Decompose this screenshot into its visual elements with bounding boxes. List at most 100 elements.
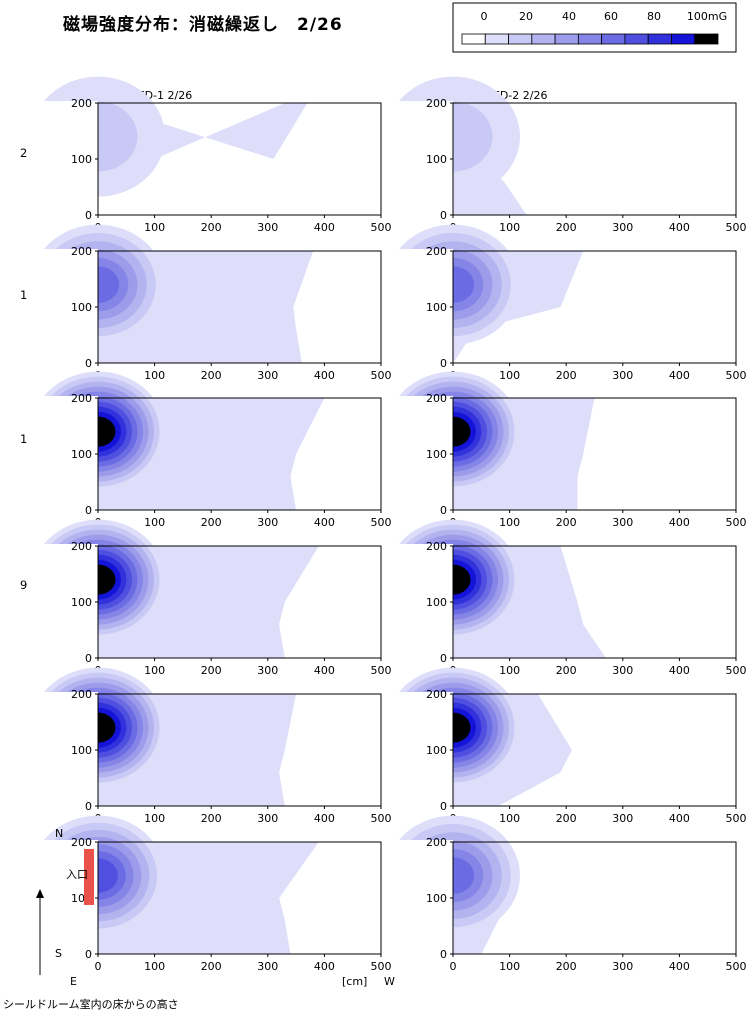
y-tick-label: 0 bbox=[440, 209, 447, 222]
x-tick-label: 500 bbox=[371, 221, 392, 234]
x-tick-label: 200 bbox=[556, 812, 577, 825]
y-tick-label: 0 bbox=[440, 652, 447, 665]
x-tick-label: 100 bbox=[499, 664, 520, 677]
y-tick-label: 100 bbox=[71, 744, 92, 757]
x-tick-label: 500 bbox=[726, 221, 747, 234]
x-tick-label: 400 bbox=[669, 369, 690, 382]
x-tick-label: 500 bbox=[726, 960, 747, 973]
x-tick-label: 400 bbox=[669, 221, 690, 234]
x-tick-label: 400 bbox=[669, 664, 690, 677]
legend-swatch bbox=[647, 33, 672, 45]
x-tick-label: 100 bbox=[144, 221, 165, 234]
x-tick-label: 300 bbox=[612, 960, 633, 973]
x-tick-label: 300 bbox=[257, 664, 278, 677]
legend-swatch bbox=[508, 33, 533, 45]
x-tick-label: 300 bbox=[612, 812, 633, 825]
south-label: S bbox=[55, 947, 62, 960]
y-tick-label: 0 bbox=[440, 800, 447, 813]
legend-swatch bbox=[554, 33, 579, 45]
y-tick-label: 0 bbox=[85, 504, 92, 517]
x-unit-label: [cm] bbox=[342, 975, 367, 988]
y-tick-label: 200 bbox=[426, 836, 447, 849]
contour-panel-inner-5: 0 100 200 300 400 500 0 100 200 bbox=[383, 815, 747, 973]
page-title: 磁場強度分布：消磁繰返し 2/26 bbox=[63, 15, 343, 35]
contour-panel-outer-5: 0 100 200 300 400 500 0 100 200 bbox=[28, 815, 392, 973]
legend-label: 60 bbox=[604, 10, 618, 23]
x-tick-label: 400 bbox=[669, 516, 690, 529]
x-tick-label: 400 bbox=[314, 221, 335, 234]
y-tick-label: 100 bbox=[426, 892, 447, 905]
legend-label: 0 bbox=[481, 10, 488, 23]
x-tick-label: 400 bbox=[314, 664, 335, 677]
x-tick-label: 500 bbox=[726, 664, 747, 677]
y-tick-label: 100 bbox=[71, 596, 92, 609]
x-tick-label: 300 bbox=[257, 960, 278, 973]
y-tick-label: 0 bbox=[440, 504, 447, 517]
x-tick-label: 500 bbox=[371, 960, 392, 973]
x-tick-label: 300 bbox=[257, 812, 278, 825]
x-tick-label: 200 bbox=[201, 221, 222, 234]
y-tick-label: 0 bbox=[85, 800, 92, 813]
x-tick-label: 200 bbox=[201, 369, 222, 382]
legend-swatch bbox=[531, 33, 556, 45]
north-label: N bbox=[55, 827, 63, 840]
x-tick-label: 200 bbox=[201, 664, 222, 677]
entrance-label: 入口 bbox=[66, 868, 88, 881]
y-tick-label: 200 bbox=[71, 688, 92, 701]
y-tick-label: 100 bbox=[71, 153, 92, 166]
y-tick-label: 100 bbox=[426, 744, 447, 757]
legend-swatch bbox=[484, 33, 509, 45]
west-label: W bbox=[384, 975, 395, 988]
x-tick-label: 500 bbox=[371, 369, 392, 382]
x-tick-label: 100 bbox=[499, 221, 520, 234]
y-tick-label: 100 bbox=[426, 301, 447, 314]
x-tick-label: 500 bbox=[371, 516, 392, 529]
x-tick-label: 500 bbox=[726, 516, 747, 529]
legend-swatch bbox=[461, 33, 486, 45]
y-tick-label: 100 bbox=[426, 153, 447, 166]
y-tick-label: 200 bbox=[426, 97, 447, 110]
y-tick-label: 200 bbox=[426, 245, 447, 258]
east-label: E bbox=[70, 975, 77, 988]
y-tick-label: 200 bbox=[71, 392, 92, 405]
y-tick-label: 0 bbox=[440, 357, 447, 370]
y-tick-label: 200 bbox=[426, 540, 447, 553]
x-tick-label: 400 bbox=[314, 960, 335, 973]
legend-swatches bbox=[461, 33, 719, 45]
color-legend: 0 20 40 60 80 100mG bbox=[452, 2, 737, 53]
x-tick-label: 500 bbox=[371, 812, 392, 825]
x-tick-label: 200 bbox=[201, 960, 222, 973]
x-tick-label: 200 bbox=[556, 369, 577, 382]
x-tick-label: 100 bbox=[499, 369, 520, 382]
y-tick-label: 100 bbox=[71, 448, 92, 461]
x-tick-label: 400 bbox=[314, 369, 335, 382]
x-tick-label: 300 bbox=[257, 369, 278, 382]
x-tick-label: 300 bbox=[612, 516, 633, 529]
contour-panels: 0 100 200 300 400 500 0 100 200 0 100 200 300 400 500 0… bbox=[28, 76, 747, 973]
legend-swatch bbox=[694, 33, 719, 45]
height-arrow bbox=[36, 889, 44, 975]
x-tick-label: 300 bbox=[612, 221, 633, 234]
legend-label: 40 bbox=[562, 10, 576, 23]
y-tick-label: 200 bbox=[426, 392, 447, 405]
y-tick-label: 200 bbox=[71, 97, 92, 110]
y-tick-label: 0 bbox=[85, 948, 92, 961]
x-tick-label: 200 bbox=[556, 960, 577, 973]
legend-swatch bbox=[671, 33, 696, 45]
x-tick-label: 500 bbox=[371, 664, 392, 677]
y-tick-label: 200 bbox=[71, 836, 92, 849]
legend-label: 80 bbox=[647, 10, 661, 23]
x-tick-label: 300 bbox=[612, 369, 633, 382]
legend-label: 20 bbox=[519, 10, 533, 23]
x-tick-label: 500 bbox=[726, 812, 747, 825]
x-tick-label: 100 bbox=[499, 812, 520, 825]
x-tick-label: 100 bbox=[499, 960, 520, 973]
x-tick-label: 100 bbox=[144, 516, 165, 529]
